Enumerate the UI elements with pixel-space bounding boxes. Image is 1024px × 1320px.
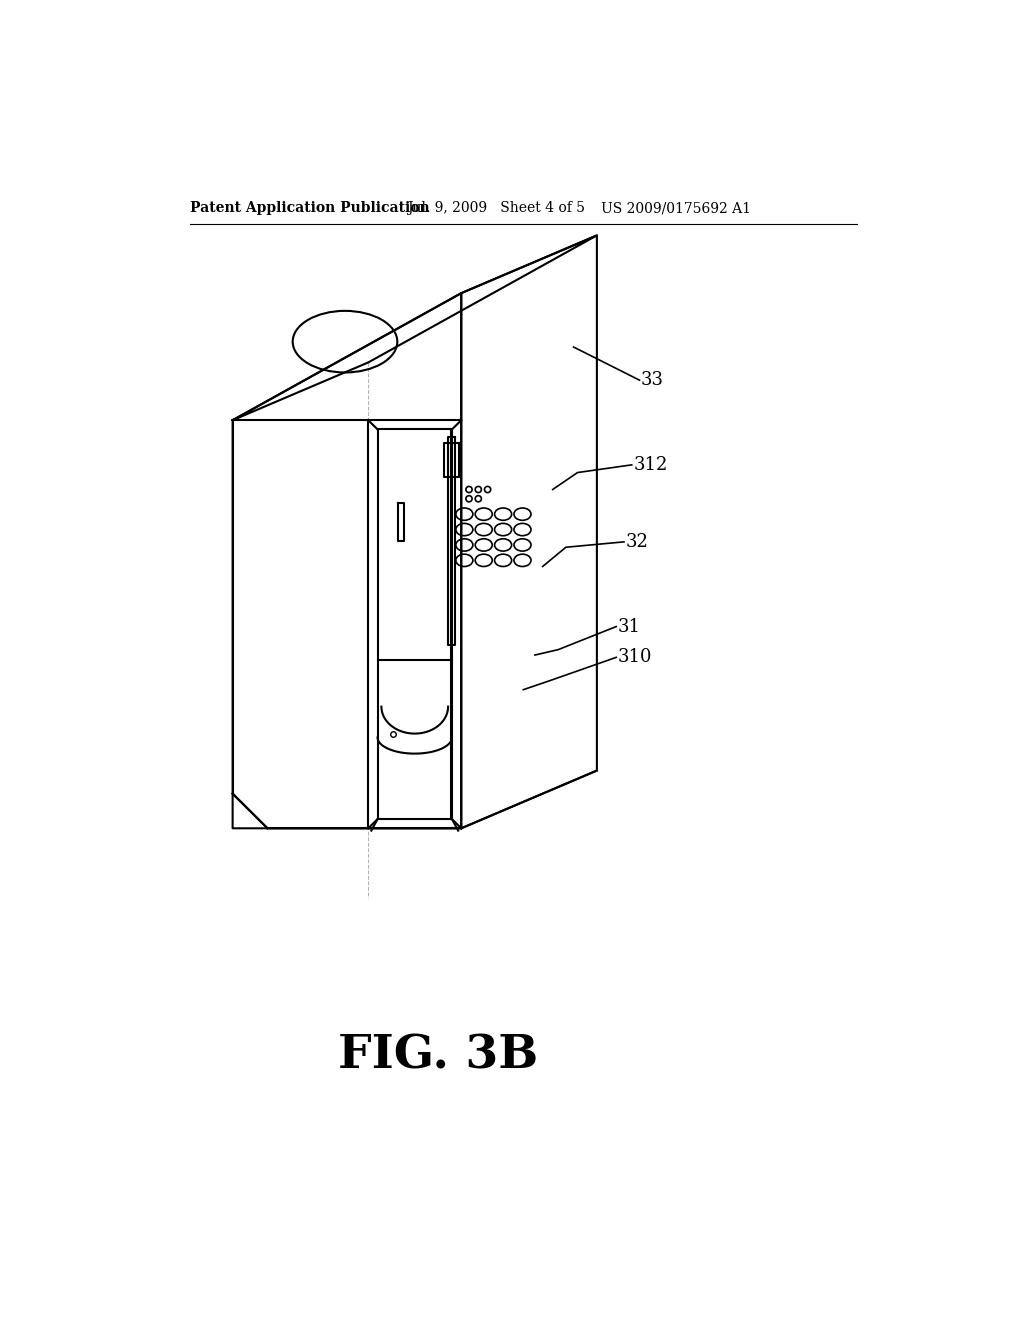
Ellipse shape (475, 508, 493, 520)
Ellipse shape (475, 539, 493, 552)
Text: Patent Application Publication: Patent Application Publication (190, 202, 430, 215)
Text: 312: 312 (633, 455, 668, 474)
Text: FIG. 3B: FIG. 3B (338, 1032, 539, 1078)
Ellipse shape (456, 554, 473, 566)
Ellipse shape (495, 508, 512, 520)
Ellipse shape (475, 523, 493, 536)
Text: US 2009/0175692 A1: US 2009/0175692 A1 (601, 202, 751, 215)
Ellipse shape (456, 523, 473, 536)
Ellipse shape (514, 554, 531, 566)
Ellipse shape (495, 554, 512, 566)
Ellipse shape (495, 523, 512, 536)
Ellipse shape (456, 539, 473, 552)
Ellipse shape (456, 508, 473, 520)
Text: Jul. 9, 2009   Sheet 4 of 5: Jul. 9, 2009 Sheet 4 of 5 (407, 202, 585, 215)
Text: 31: 31 (617, 618, 641, 635)
Text: 310: 310 (617, 648, 652, 667)
Ellipse shape (514, 539, 531, 552)
Ellipse shape (475, 554, 493, 566)
Ellipse shape (293, 312, 397, 372)
Ellipse shape (495, 539, 512, 552)
Text: 33: 33 (641, 371, 664, 389)
Ellipse shape (514, 508, 531, 520)
Text: 32: 32 (626, 533, 648, 550)
Ellipse shape (514, 523, 531, 536)
